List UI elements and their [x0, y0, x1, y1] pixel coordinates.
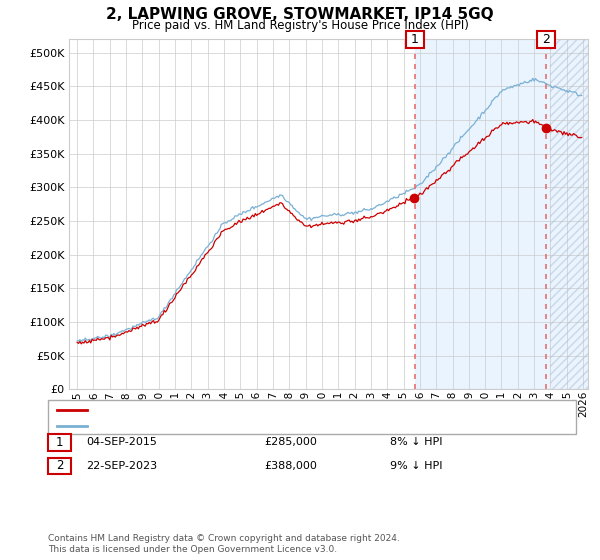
Text: 1: 1 [410, 33, 418, 46]
Text: Contains HM Land Registry data © Crown copyright and database right 2024.
This d: Contains HM Land Registry data © Crown c… [48, 534, 400, 554]
Text: 9% ↓ HPI: 9% ↓ HPI [390, 461, 443, 471]
Text: 22-SEP-2023: 22-SEP-2023 [86, 461, 157, 471]
Text: 2, LAPWING GROVE, STOWMARKET, IP14 5GQ: 2, LAPWING GROVE, STOWMARKET, IP14 5GQ [106, 7, 494, 22]
Text: Price paid vs. HM Land Registry's House Price Index (HPI): Price paid vs. HM Land Registry's House … [131, 19, 469, 32]
Bar [550, 39, 591, 389]
Text: 04-SEP-2015: 04-SEP-2015 [86, 437, 157, 447]
Text: 2: 2 [56, 459, 63, 473]
Text: 2: 2 [542, 33, 550, 46]
Text: 2, LAPWING GROVE, STOWMARKET, IP14 5GQ (detached house): 2, LAPWING GROVE, STOWMARKET, IP14 5GQ (… [93, 405, 426, 415]
Bar [415, 39, 588, 389]
Text: £285,000: £285,000 [264, 437, 317, 447]
Text: £388,000: £388,000 [264, 461, 317, 471]
Text: HPI: Average price, detached house, Mid Suffolk: HPI: Average price, detached house, Mid … [93, 421, 344, 431]
Text: 1: 1 [56, 436, 63, 449]
Text: 8% ↓ HPI: 8% ↓ HPI [390, 437, 443, 447]
